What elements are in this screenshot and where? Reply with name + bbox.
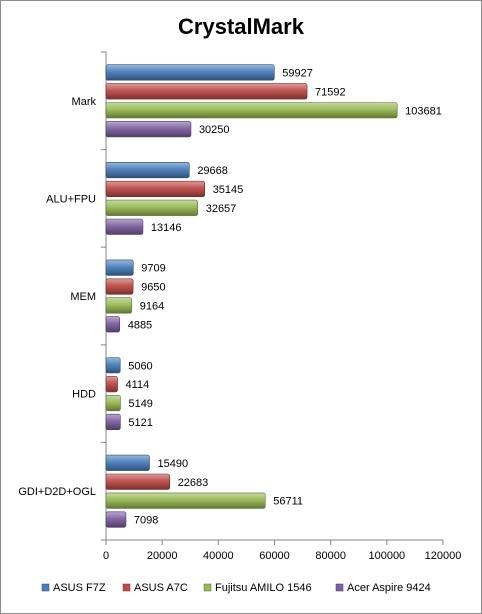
legend-swatch [335,583,344,592]
value-label: 4885 [128,319,152,331]
x-tick-label: 40000 [203,550,234,562]
legend-label: Fujitsu AMILO 1546 [215,582,312,594]
value-label: 35145 [213,184,244,196]
legend-swatch [122,583,131,592]
bar [105,199,199,216]
bar [105,511,127,528]
x-tick-label: 60000 [259,550,290,562]
bar [105,492,266,509]
bar [105,162,190,179]
value-label: 5060 [128,360,152,372]
x-tick-label: 20000 [147,550,178,562]
bar [105,278,134,295]
value-label: 5149 [128,398,152,410]
bar [105,83,308,100]
value-label: 9164 [140,300,164,312]
chart-title: CrystalMark [178,14,305,39]
value-label: 22683 [178,477,209,489]
x-tick-label: 120000 [425,550,462,562]
bar [105,454,150,471]
bar [105,394,121,412]
value-label: 103681 [405,105,442,117]
legend-label: Acer Aspire 9424 [347,582,431,594]
value-label: 13146 [151,222,182,234]
x-tick-label: 80000 [315,550,346,562]
value-label: 71592 [315,86,346,98]
value-label: 5121 [128,417,152,429]
legend-swatch [203,583,212,592]
bar [105,413,121,431]
legend-label: ASUS A7C [134,582,188,594]
legend-swatch [41,583,50,592]
category-label: HDD [72,389,96,401]
x-tick-label: 100000 [368,550,405,562]
category-label: Mark [72,96,97,108]
category-label: GDI+D2D+OGL [18,486,96,498]
bar [105,218,144,235]
bar [105,64,275,81]
bar [105,357,121,374]
value-label: 59927 [282,67,313,79]
bar [105,376,118,393]
x-tick-label: 0 [103,550,109,562]
value-label: 30250 [199,124,230,136]
value-label: 32657 [206,203,237,215]
value-label: 9650 [141,282,165,294]
value-label: 56711 [273,496,303,508]
category-label: ALU+FPU [46,193,96,205]
value-label: 9709 [141,263,165,275]
bar [105,316,121,333]
bar [105,102,398,119]
bar [105,297,133,314]
bar [105,180,205,197]
legend: ASUS F7Z ASUS A7C Fujitsu AMILO 1546 Acer A… [41,582,431,594]
bar [105,121,192,138]
value-label: 15490 [158,458,189,470]
value-label: 29668 [197,165,228,177]
value-label: 4114 [126,379,150,391]
legend-label: ASUS F7Z [53,582,106,594]
value-label: 7098 [134,515,158,527]
bar [105,473,171,490]
category-label: MEM [70,291,96,303]
bar [105,259,134,276]
